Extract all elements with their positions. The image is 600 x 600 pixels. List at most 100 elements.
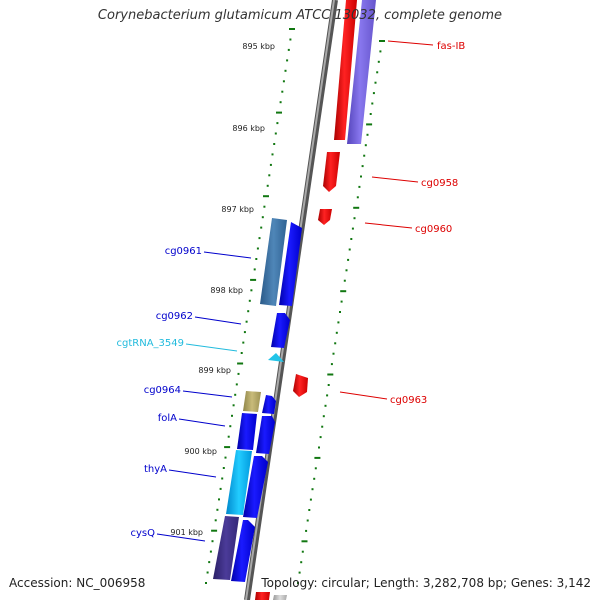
scale-minor-tick — [250, 289, 253, 292]
genome-summary-text: Topology: circular; Length: 3,282,708 bp… — [261, 576, 591, 590]
scale-minor-tick — [300, 561, 303, 564]
gene-folA[interactable] — [237, 413, 257, 450]
scale-minor-tick — [330, 363, 333, 366]
gene-cysQ-track[interactable] — [231, 520, 255, 582]
scale-minor-tick — [209, 550, 212, 553]
scale-minor-tick — [231, 414, 233, 417]
scale-label-895: 895 kbp — [242, 42, 275, 51]
scale-major-tick — [211, 529, 218, 532]
scale-minor-tick — [232, 404, 235, 407]
trna-cgtRNA_3549[interactable] — [268, 353, 284, 362]
gene-cg0962[interactable] — [271, 313, 290, 348]
gene-fas-IB[interactable] — [334, 0, 357, 140]
scale-minor-tick — [376, 71, 379, 74]
scale-minor-tick — [279, 101, 282, 104]
scale-minor-tick — [234, 393, 237, 396]
scale-minor-tick — [219, 487, 222, 490]
scale-minor-tick — [377, 60, 380, 63]
gene-cg0963[interactable] — [293, 374, 308, 397]
scale-major-tick — [366, 123, 373, 126]
scale-minor-tick — [314, 467, 317, 470]
scale-label-897: 897 kbp — [221, 205, 254, 214]
scale-minor-tick — [258, 237, 261, 240]
gene-cg0961[interactable] — [260, 218, 287, 306]
gene-folA-track[interactable] — [256, 416, 275, 454]
scale-minor-tick — [345, 269, 348, 272]
scale-minor-tick — [369, 113, 372, 115]
scale-minor-tick — [260, 226, 263, 229]
scale-minor-tick — [274, 132, 277, 135]
scale-minor-tick — [379, 50, 382, 53]
scale-minor-tick — [255, 258, 258, 260]
gene-cg0964-track[interactable] — [262, 395, 276, 414]
gene-thyA-track[interactable] — [243, 456, 268, 518]
scale-minor-tick — [340, 300, 343, 303]
scale-minor-tick — [327, 384, 330, 386]
scale-minor-tick — [269, 163, 272, 166]
scale-minor-tick — [298, 571, 301, 574]
scale-minor-tick — [218, 498, 220, 501]
gene-cg0961-track[interactable] — [279, 222, 302, 306]
scale-minor-tick — [222, 467, 225, 469]
gene-cysQ[interactable] — [213, 516, 239, 580]
scale-minor-tick — [284, 69, 287, 72]
scale-minor-tick — [363, 154, 366, 157]
scale-label-901: 901 kbp — [170, 528, 203, 537]
scale-major-tick — [301, 540, 308, 543]
gene-thyA[interactable] — [226, 450, 252, 515]
scale-minor-tick — [276, 122, 279, 125]
scale-minor-tick — [206, 571, 209, 574]
scale-minor-tick — [356, 196, 359, 199]
gene-cg0964[interactable] — [243, 391, 261, 412]
scale-minor-tick — [235, 383, 238, 386]
label-folA[interactable]: folA — [158, 413, 177, 424]
label-cg0961[interactable]: cg0961 — [165, 246, 202, 257]
label-cg0960[interactable]: cg0960 — [415, 224, 452, 235]
label-cg0962[interactable]: cg0962 — [156, 311, 193, 322]
scale-label-896: 896 kbp — [232, 124, 265, 133]
scale-minor-tick — [339, 311, 341, 313]
gene-next-forward — [255, 592, 270, 600]
gene-cg0958[interactable] — [323, 152, 340, 192]
label-cgtRNA_3549[interactable]: cgtRNA_3549 — [117, 338, 185, 349]
scale-minor-tick — [242, 341, 245, 344]
gene-fas-IB-reverse-track[interactable] — [347, 0, 376, 144]
label-cg0963[interactable]: cg0963 — [390, 395, 427, 406]
scale-major-tick — [263, 195, 269, 198]
scale-minor-tick — [245, 320, 248, 323]
scale-minor-tick — [240, 352, 243, 354]
leader-cg0960 — [364, 222, 413, 229]
scale-minor-tick — [348, 248, 351, 251]
scale-minor-tick — [282, 80, 285, 83]
scale-minor-tick — [350, 238, 353, 240]
label-fas-IB[interactable]: fas-IB — [437, 41, 465, 52]
leader-folA — [178, 418, 226, 427]
scale-minor-tick — [334, 342, 337, 345]
scale-major-tick — [353, 206, 360, 209]
scale-label-900: 900 kbp — [184, 447, 217, 456]
scale-minor-tick — [287, 48, 290, 51]
scale-minor-tick — [216, 508, 219, 511]
scale-minor-tick — [271, 153, 274, 156]
scale-dots-outer — [297, 40, 385, 584]
scale-minor-tick — [301, 550, 304, 553]
scale-major-tick — [276, 111, 282, 114]
scale-minor-tick — [313, 477, 316, 480]
scale-minor-tick — [297, 582, 299, 584]
scale-minor-tick — [347, 258, 350, 261]
scale-minor-tick — [224, 456, 227, 459]
leader-cg0963 — [339, 391, 388, 400]
label-cg0958[interactable]: cg0958 — [421, 178, 458, 189]
label-thyA[interactable]: thyA — [144, 464, 167, 475]
scale-minor-tick — [256, 247, 259, 250]
scale-minor-tick — [289, 38, 292, 41]
scale-minor-tick — [286, 59, 289, 62]
label-cysQ[interactable]: cysQ — [131, 528, 156, 539]
gene-cg0960[interactable] — [318, 209, 332, 225]
scale-minor-tick — [332, 352, 335, 355]
scale-major-tick — [250, 278, 257, 281]
label-cg0964[interactable]: cg0964 — [144, 385, 181, 396]
scale-minor-tick — [237, 372, 240, 375]
leader-cg0964 — [182, 390, 233, 398]
